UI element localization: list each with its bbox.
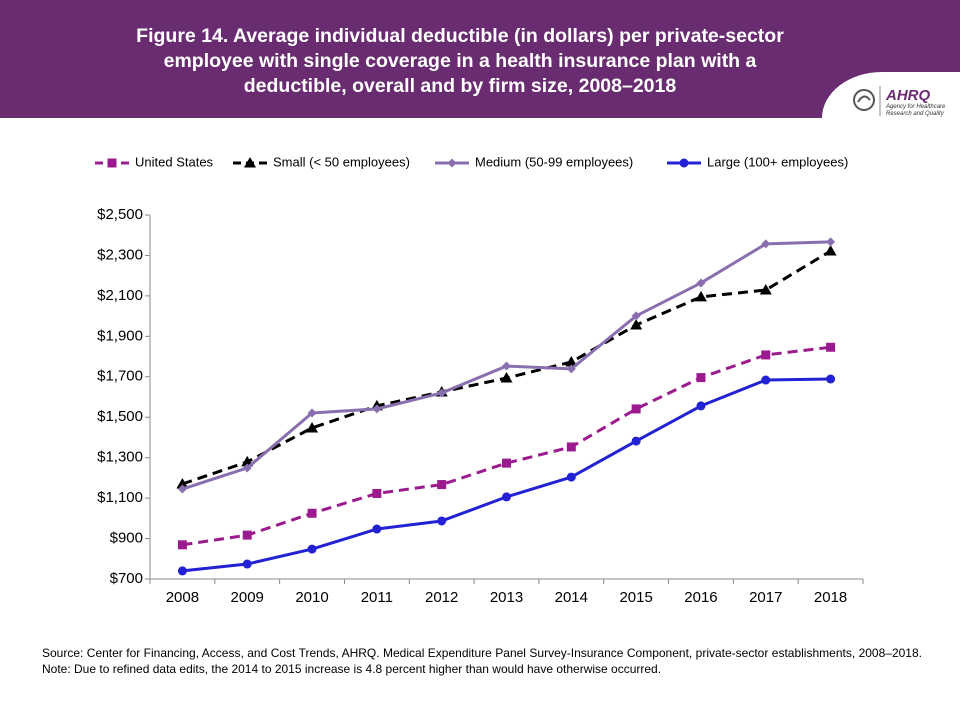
data-point [437, 516, 447, 526]
data-point [502, 492, 511, 502]
x-tick-label: 2011 [361, 589, 393, 606]
data-point [566, 364, 576, 374]
legend-marker [107, 158, 117, 168]
legend-marker [679, 158, 689, 168]
data-point [566, 442, 576, 452]
data-point [372, 404, 382, 414]
logo-seal-mark [857, 95, 871, 103]
legend-marker [447, 158, 457, 168]
data-point [566, 472, 576, 482]
x-tick-label: 2013 [490, 589, 523, 606]
logo-seal [853, 89, 875, 111]
data-point [306, 421, 319, 433]
data-point [826, 374, 836, 384]
data-point [759, 284, 772, 295]
data-point [372, 488, 382, 498]
x-tick-label: 2016 [684, 589, 717, 606]
data-point [177, 566, 187, 576]
x-tick-label: 2015 [619, 589, 652, 606]
data-point [242, 463, 252, 473]
data-point [826, 237, 836, 247]
x-tick-label: 2008 [166, 589, 199, 606]
y-tick-label: $2,500 [97, 206, 143, 223]
data-point [826, 342, 836, 352]
data-point [696, 278, 706, 288]
data-point [761, 239, 771, 249]
y-tick-label: $1,300 [97, 449, 143, 466]
y-tick-label: $1,700 [97, 368, 143, 385]
legend-label: Small (< 50 employees) [273, 154, 410, 169]
x-tick-label: 2009 [231, 589, 264, 606]
data-point [761, 375, 771, 385]
header-band: Figure 14. Average individual deductible… [0, 0, 960, 118]
data-point [565, 356, 578, 367]
data-point [437, 480, 447, 490]
legend-label: Large (100+ employees) [707, 154, 848, 169]
legend-marker [244, 157, 256, 168]
data-point [307, 544, 317, 554]
y-tick-label: $1,100 [97, 489, 143, 506]
x-tick-label: 2014 [555, 589, 588, 606]
data-point [437, 388, 447, 398]
data-point [502, 458, 511, 468]
chart-title: Figure 14. Average individual deductible… [136, 25, 784, 97]
data-point [696, 373, 706, 383]
data-point [177, 540, 187, 550]
data-point [177, 484, 187, 494]
data-point [242, 559, 252, 569]
logo-tagline: Agency for Healthcare Research and Quali… [886, 104, 946, 117]
data-point [307, 408, 317, 418]
x-tick-label: 2012 [425, 589, 458, 606]
legend-label: Medium (50-99 employees) [475, 154, 633, 169]
data-point [502, 361, 511, 371]
source-note: Source: Center for Financing, Access, an… [42, 646, 922, 676]
data-point [307, 508, 317, 518]
data-point [176, 477, 189, 489]
legend-label: United States [135, 154, 214, 169]
data-point [242, 530, 252, 540]
x-tick-label: 2018 [814, 589, 847, 606]
series-line [182, 377, 831, 573]
y-tick-label: $700 [110, 570, 143, 587]
y-tick-label: $2,100 [97, 287, 143, 304]
data-point [630, 319, 643, 330]
logo-name: AHRQ [885, 87, 930, 104]
data-point [696, 401, 706, 411]
y-tick-label: $1,500 [97, 408, 143, 425]
chart: $700 $900 $1,100 $1,300 $1,500 $1,700 $1,900 $2… [95, 154, 864, 606]
data-point [761, 350, 771, 360]
y-tick-label: $900 [110, 530, 143, 547]
y-tick-label: $2,300 [97, 246, 143, 263]
logo-graphic: AHRQ [853, 86, 930, 116]
data-point [631, 436, 641, 446]
x-tick-label: 2017 [749, 589, 782, 606]
data-point [500, 371, 513, 383]
data-point [631, 311, 641, 321]
data-point [631, 404, 641, 414]
x-tick-label: 2010 [295, 589, 328, 606]
y-tick-label: $1,900 [97, 327, 143, 344]
data-point [694, 290, 707, 302]
data-point [372, 524, 382, 534]
logo: AHRQ Agency for Healthcare Research and … [822, 72, 960, 126]
data-point [824, 244, 837, 256]
